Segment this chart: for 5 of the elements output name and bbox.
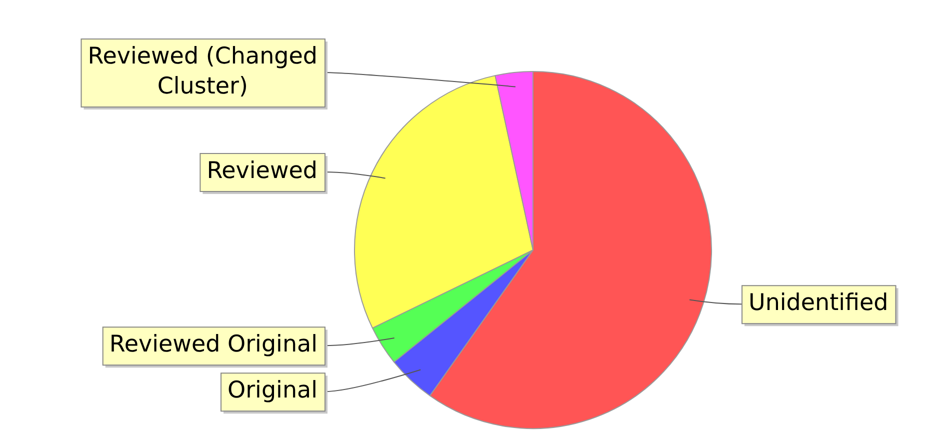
slice-label: Unidentified <box>748 290 888 316</box>
slice-label: Reviewed Original <box>109 332 318 358</box>
slice-label: Reviewed <box>206 158 318 184</box>
slice-label: Original <box>228 378 318 404</box>
slice-label: Reviewed (Changed Cluster) <box>88 43 318 100</box>
